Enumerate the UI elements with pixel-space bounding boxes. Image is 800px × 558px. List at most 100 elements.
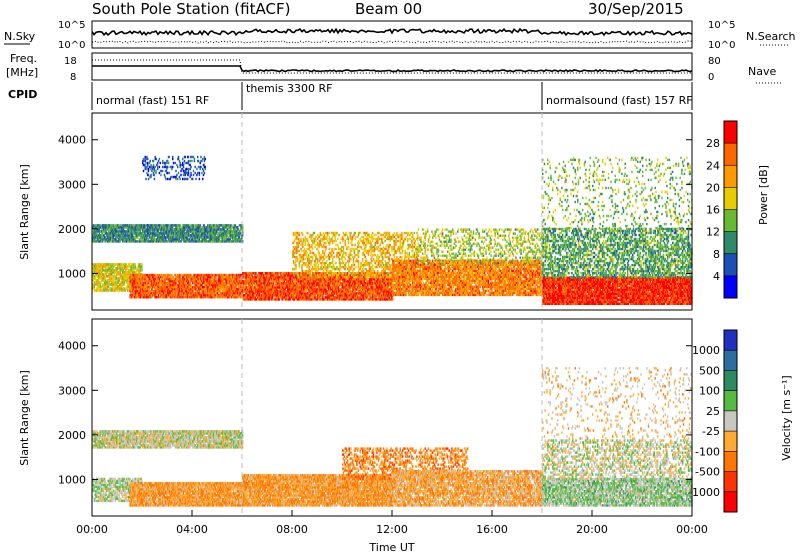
- beam-title: Beam 00: [355, 0, 422, 18]
- heatmap-cell: [197, 156, 198, 158]
- heatmap-cell: [160, 170, 161, 172]
- heatmap-cell: [190, 274, 191, 276]
- cpid-segment-2: themis 3300 RF: [246, 82, 333, 95]
- heatmap-cell: [150, 174, 151, 176]
- heatmap-cell: [147, 162, 148, 164]
- heatmap-cell: [162, 160, 163, 162]
- nsearch-series-line: [92, 41, 692, 43]
- heatmap-cell: [155, 158, 156, 160]
- heatmap-cell: [198, 160, 199, 162]
- heatmap-cell: [192, 178, 193, 180]
- heatmap-cell: [165, 162, 166, 164]
- heatmap-cell: [156, 296, 157, 298]
- heatmap-cell: [137, 240, 138, 242]
- heatmap-cell: [183, 164, 184, 166]
- heatmap-cell: [147, 158, 148, 160]
- cpid-label: CPID: [8, 88, 37, 101]
- date-title: 30/Sep/2015: [588, 0, 684, 18]
- heatmap-cell: [172, 156, 173, 158]
- heatmap-cell: [154, 178, 155, 180]
- heatmap-cell: [136, 267, 137, 269]
- heatmap-cell: [195, 172, 196, 174]
- heatmap-cell: [188, 156, 189, 158]
- heatmap-cell: [100, 281, 101, 283]
- heatmap-cell: [180, 178, 181, 180]
- heatmap-cell: [159, 172, 160, 174]
- station-title: South Pole Station (fitACF): [92, 0, 290, 18]
- heatmap-cell: [162, 170, 163, 172]
- heatmap-cell: [186, 162, 187, 164]
- nsearch-label: N.Search: [746, 30, 796, 43]
- heatmap-cell: [202, 178, 203, 180]
- heatmap-cell: [150, 160, 151, 162]
- heatmap-cell: [200, 156, 201, 158]
- heatmap-cell: [155, 170, 156, 172]
- cpid-segment-1: normal (fast) 151 RF: [96, 94, 209, 107]
- nsky-label: N.Sky: [4, 30, 36, 43]
- freq-unit-label: [MHz]: [6, 66, 38, 79]
- heatmap-cell: [124, 281, 125, 283]
- heatmap-cell: [180, 162, 181, 164]
- heatmap-cell: [169, 224, 170, 226]
- heatmap-cell: [205, 294, 206, 296]
- heatmap-cell: [188, 168, 189, 170]
- heatmap-cell: [199, 172, 200, 174]
- heatmap-cell: [167, 172, 168, 174]
- heatmap-cell: [201, 172, 202, 174]
- heatmap-cell: [180, 174, 181, 176]
- heatmap-cell: [155, 274, 156, 276]
- heatmap-cell: [165, 178, 166, 180]
- heatmap-cell: [172, 166, 173, 168]
- heatmap-cell: [160, 174, 161, 176]
- heatmap-cell: [145, 162, 146, 164]
- heatmap-cell: [202, 158, 203, 160]
- heatmap-cell: [205, 158, 206, 160]
- nave-series-line: [92, 66, 692, 72]
- heatmap-cell: [154, 174, 155, 176]
- heatmap-cell: [195, 166, 196, 168]
- heatmap-cell: [175, 162, 176, 164]
- heatmap-cell: [178, 156, 179, 158]
- heatmap-cell: [106, 232, 107, 234]
- heatmap-cell: [194, 158, 195, 160]
- heatmap-cell: [127, 281, 128, 283]
- freq-tick-bottom: 8: [70, 72, 76, 83]
- heatmap-cell: [187, 178, 188, 180]
- heatmap-cell: [176, 174, 177, 176]
- heatmap-cell: [185, 162, 186, 164]
- heatmap-cell: [167, 178, 168, 180]
- heatmap-cell: [190, 166, 191, 168]
- heatmap-cell: [186, 168, 187, 170]
- nsky-tick-bottom: 10^0: [58, 40, 85, 51]
- nsky-series-line: [92, 29, 692, 35]
- heatmap-cell: [153, 160, 154, 162]
- heatmap-cell: [182, 178, 183, 180]
- heatmap-cell: [173, 276, 174, 278]
- nsearch-tick-top: 10^5: [708, 20, 735, 31]
- heatmap-cell: [167, 166, 168, 168]
- heatmap-cell: [145, 178, 146, 180]
- heatmap-cell: [129, 263, 130, 265]
- heatmap-cell: [177, 178, 178, 180]
- heatmap-cell: [168, 162, 169, 164]
- heatmap-cell: [204, 224, 205, 226]
- nave-tick-bottom: 0: [708, 72, 714, 83]
- heatmap-cell: [143, 170, 144, 172]
- heatmap-cell: [135, 263, 136, 265]
- nave-label: Nave: [748, 65, 776, 78]
- heatmap-cell: [178, 172, 179, 174]
- heatmap-cell: [171, 176, 172, 178]
- heatmap-cell: [193, 174, 194, 176]
- heatmap-cell: [162, 166, 163, 168]
- heatmap-cell: [148, 178, 149, 180]
- heatmap-cell: [255, 272, 256, 274]
- heatmap-cell: [325, 286, 326, 288]
- heatmap-cell: [153, 164, 154, 166]
- heatmap-cell: [159, 158, 160, 160]
- heatmap-cell: [157, 166, 158, 168]
- heatmap-cell: [190, 172, 191, 174]
- heatmap-cell: [205, 166, 206, 168]
- heatmap-cell: [231, 224, 232, 226]
